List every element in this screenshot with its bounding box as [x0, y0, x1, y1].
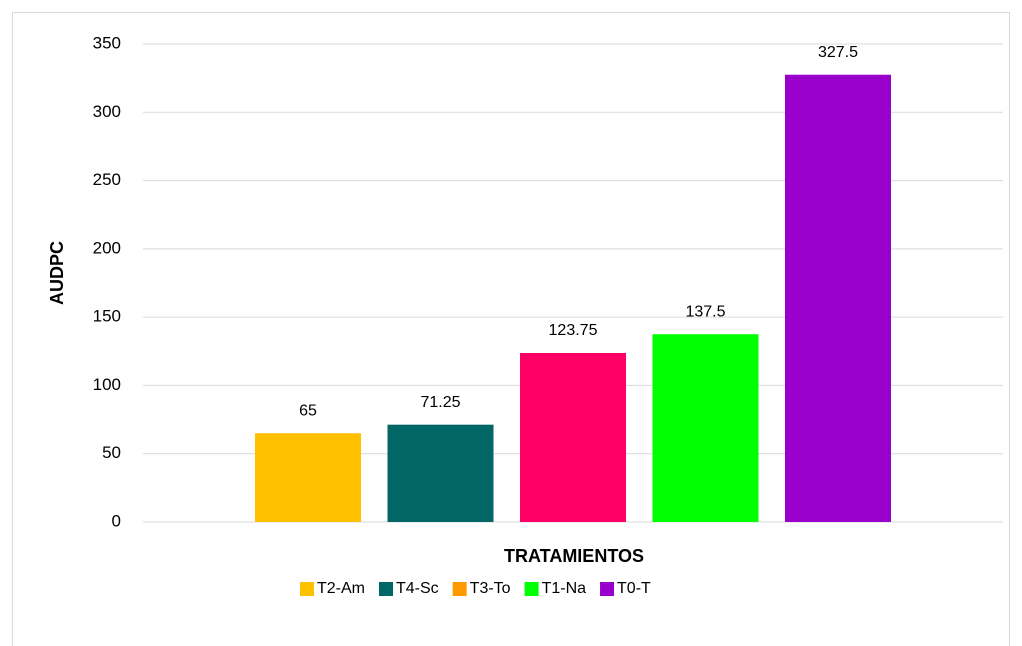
legend-label: T1-Na [542, 580, 587, 597]
y-axis-title: AUDPC [47, 241, 67, 305]
bar [652, 334, 759, 522]
y-tick-label: 300 [93, 102, 121, 121]
legend-label: T4-Sc [396, 580, 439, 597]
bar [255, 433, 361, 522]
bar [520, 352, 626, 522]
legend-swatch [379, 582, 393, 596]
legend-swatch [452, 582, 467, 596]
y-tick-label: 50 [102, 443, 121, 462]
bar [387, 424, 494, 522]
legend-label: T3-To [470, 580, 511, 597]
bar [785, 74, 891, 522]
data-label: 71.25 [420, 394, 460, 411]
y-tick-label: 250 [93, 170, 121, 189]
data-label: 137.5 [685, 303, 725, 320]
legend-label: T0-T [617, 580, 651, 597]
data-label: 65 [299, 402, 317, 419]
legend-swatch [300, 582, 314, 596]
y-tick-label: 0 [112, 511, 121, 530]
legend-swatch [600, 582, 615, 596]
data-label: 123.75 [549, 322, 598, 339]
y-tick-label: 100 [93, 375, 121, 394]
legend-label: T2-Am [317, 580, 365, 597]
x-axis-title: TRATAMIENTOS [504, 546, 644, 566]
legend-swatch [524, 582, 539, 596]
y-tick-label: 350 [93, 33, 121, 52]
y-tick-label: 200 [93, 238, 121, 257]
data-label: 327.5 [818, 44, 858, 61]
y-tick-label: 150 [93, 307, 121, 326]
